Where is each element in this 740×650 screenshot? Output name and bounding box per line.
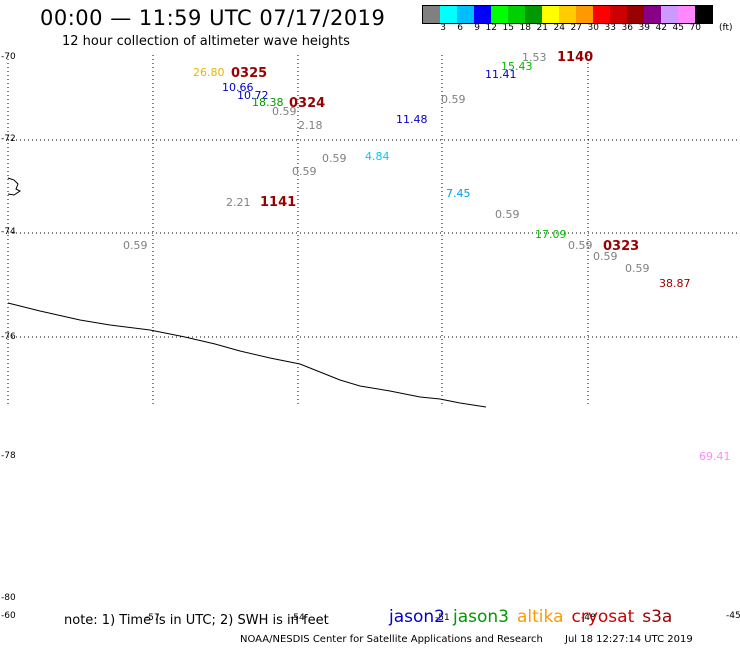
latitude-label: -80	[1, 593, 16, 603]
wave-height-label: 2.21	[226, 196, 251, 209]
color-swatch	[593, 6, 610, 23]
color-scale-bar	[422, 5, 713, 24]
color-swatch	[457, 6, 474, 23]
color-swatch	[576, 6, 593, 23]
color-swatch	[423, 6, 440, 23]
wave-height-label: 10.66	[222, 81, 254, 94]
legend-item-cryosat: cryosat	[571, 607, 635, 627]
island-coastline	[7, 177, 21, 196]
color-swatch	[627, 6, 644, 23]
wave-height-label: 15.43	[501, 60, 533, 73]
color-scale-tick: 15	[502, 23, 514, 33]
wave-height-label: 11.48	[396, 113, 428, 126]
satellite-legend: jason2 jason3 altika cryosat s3a	[389, 607, 680, 627]
wave-height-label: 2.18	[298, 119, 323, 132]
color-scale-tick: 6	[457, 23, 463, 33]
longitude-label: -45	[726, 611, 740, 621]
latitude-label: -78	[1, 451, 16, 461]
wave-height-label: 10.72	[237, 89, 269, 102]
wave-height-label: 69.41	[699, 450, 731, 463]
wave-height-label: 17.09	[535, 228, 567, 241]
color-scale-tick: 24	[553, 23, 565, 33]
graticule	[7, 55, 740, 405]
longitude-label: -48	[581, 613, 596, 623]
color-swatch	[610, 6, 627, 23]
color-scale-tick: 12	[485, 23, 497, 33]
wave-height-label: 0.59	[625, 262, 650, 275]
color-scale-tick: 3	[440, 23, 446, 33]
wave-height-label: 0.59	[272, 105, 297, 118]
generated-timestamp: Jul 18 12:27:14 UTC 2019	[565, 634, 693, 645]
pass-time-label: 0324	[289, 96, 325, 111]
legend-item-altika: altika	[517, 607, 564, 627]
legend-item-jason3: jason3	[453, 607, 509, 627]
color-swatch	[644, 6, 661, 23]
color-scale-unit: (ft)	[719, 23, 733, 33]
longitude-label: -51	[435, 613, 450, 623]
color-scale-tick: 42	[655, 23, 667, 33]
color-scale-tick: 9	[474, 23, 480, 33]
wave-height-label: 0.59	[441, 93, 466, 106]
wave-height-label: 0.59	[292, 165, 317, 178]
wave-height-label: 0.59	[123, 239, 148, 252]
color-swatch	[525, 6, 542, 23]
color-swatch	[542, 6, 559, 23]
color-scale-tick: 39	[638, 23, 650, 33]
coastline-ice-shelf	[7, 302, 487, 408]
latitude-label: -70	[1, 52, 16, 62]
longitude-label: -60	[1, 611, 16, 621]
map-title: 00:00 — 11:59 UTC 07/17/2019	[40, 6, 386, 30]
longitude-label: -57	[145, 613, 160, 623]
color-scale-tick: 36	[621, 23, 633, 33]
color-scale-tick: 18	[519, 23, 531, 33]
color-swatch	[440, 6, 457, 23]
legend-item-jason2: jason2	[389, 607, 445, 627]
color-scale-tick: 33	[604, 23, 616, 33]
footnote: note: 1) Time is in UTC; 2) SWH is in fe…	[64, 613, 329, 628]
wave-height-label: 26.80	[193, 66, 225, 79]
wave-height-label: 11.41	[485, 68, 517, 81]
map-subtitle: 12 hour collection of altimeter wave hei…	[62, 34, 350, 49]
color-scale-tick: 21	[536, 23, 548, 33]
color-swatch	[661, 6, 678, 23]
pass-time-label: 1141	[260, 195, 296, 210]
color-scale-tick: 27	[570, 23, 582, 33]
pass-time-label: 0325	[231, 66, 267, 81]
wave-height-label: 1.53	[522, 51, 547, 64]
wave-height-label: 0.59	[495, 208, 520, 221]
pass-time-label: 1140	[557, 50, 593, 65]
wave-height-label: 38.87	[659, 277, 691, 290]
color-swatch	[474, 6, 491, 23]
legend-item-s3a: s3a	[642, 607, 673, 627]
wave-height-label: 7.45	[446, 187, 471, 200]
wave-height-label: 0.59	[593, 250, 618, 263]
pass-time-label: 0323	[603, 239, 639, 254]
longitude-label: -54	[290, 613, 305, 623]
color-scale-tick: 30	[587, 23, 599, 33]
latitude-label: -76	[1, 332, 16, 342]
latitude-label: -72	[1, 134, 16, 144]
color-swatch	[695, 6, 712, 23]
credit-line: NOAA/NESDIS Center for Satellite Applica…	[240, 634, 543, 645]
wave-height-label: 0.59	[568, 239, 593, 252]
latitude-label: -74	[1, 227, 16, 237]
wave-height-label: 18.38	[252, 96, 284, 109]
wave-height-label: 0.59	[322, 152, 347, 165]
color-swatch	[491, 6, 508, 23]
wave-height-label: 4.84	[365, 150, 390, 163]
color-scale-tick: 70	[689, 23, 701, 33]
color-scale-tick: 45	[672, 23, 684, 33]
color-swatch	[559, 6, 576, 23]
color-swatch	[508, 6, 525, 23]
color-swatch	[678, 6, 695, 23]
